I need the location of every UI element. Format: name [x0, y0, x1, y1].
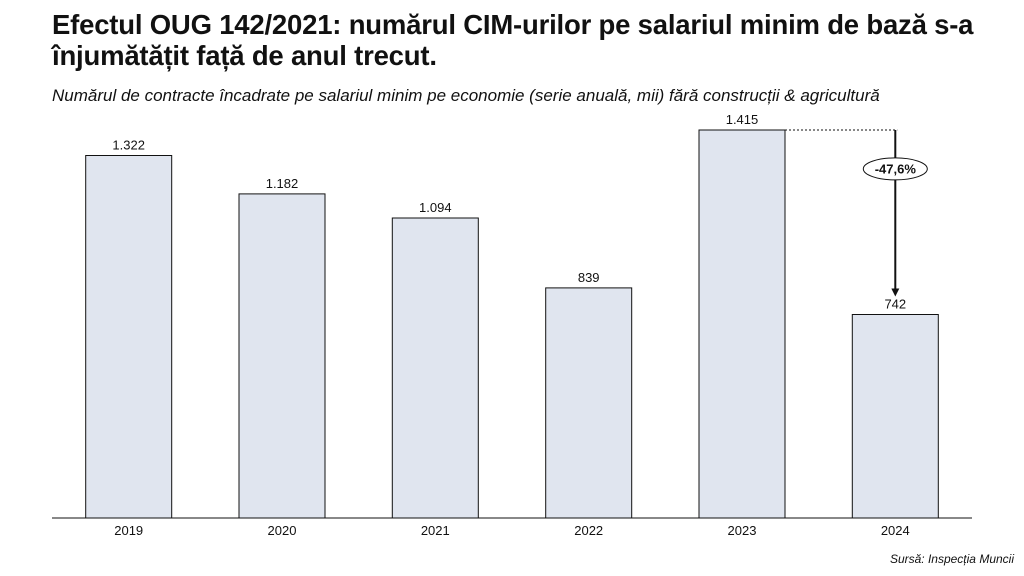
x-tick-label-2021: 2021 [421, 523, 450, 538]
value-label-2024: 742 [884, 297, 906, 312]
bar-2024 [851, 314, 939, 519]
change-label: -47,6% [875, 161, 917, 176]
value-label-2021: 1.094 [419, 200, 452, 215]
change-badge [862, 157, 928, 181]
value-label-2020: 1.182 [266, 176, 299, 191]
x-tick-label-2020: 2020 [268, 523, 297, 538]
value-label-2019: 1.322 [112, 138, 145, 153]
value-label-2022: 839 [578, 270, 600, 285]
source-note: Sursă: Inspecția Muncii [889, 552, 1014, 566]
x-tick-label-2024: 2024 [881, 523, 910, 538]
bar-2023 [698, 129, 786, 519]
bar-2022 [545, 287, 633, 519]
value-label-2023: 1.415 [726, 112, 759, 127]
bar-2019 [85, 155, 173, 519]
x-tick-label-2022: 2022 [574, 523, 603, 538]
chart-subtitle: Numărul de contracte încadrate pe salari… [52, 86, 880, 105]
x-tick-label-2023: 2023 [728, 523, 757, 538]
bar-2021 [391, 217, 479, 519]
bar-2020 [238, 193, 326, 519]
chart-title: Efectul OUG 142/2021: numărul CIM-urilor… [52, 9, 974, 71]
x-tick-label-2019: 2019 [114, 523, 143, 538]
